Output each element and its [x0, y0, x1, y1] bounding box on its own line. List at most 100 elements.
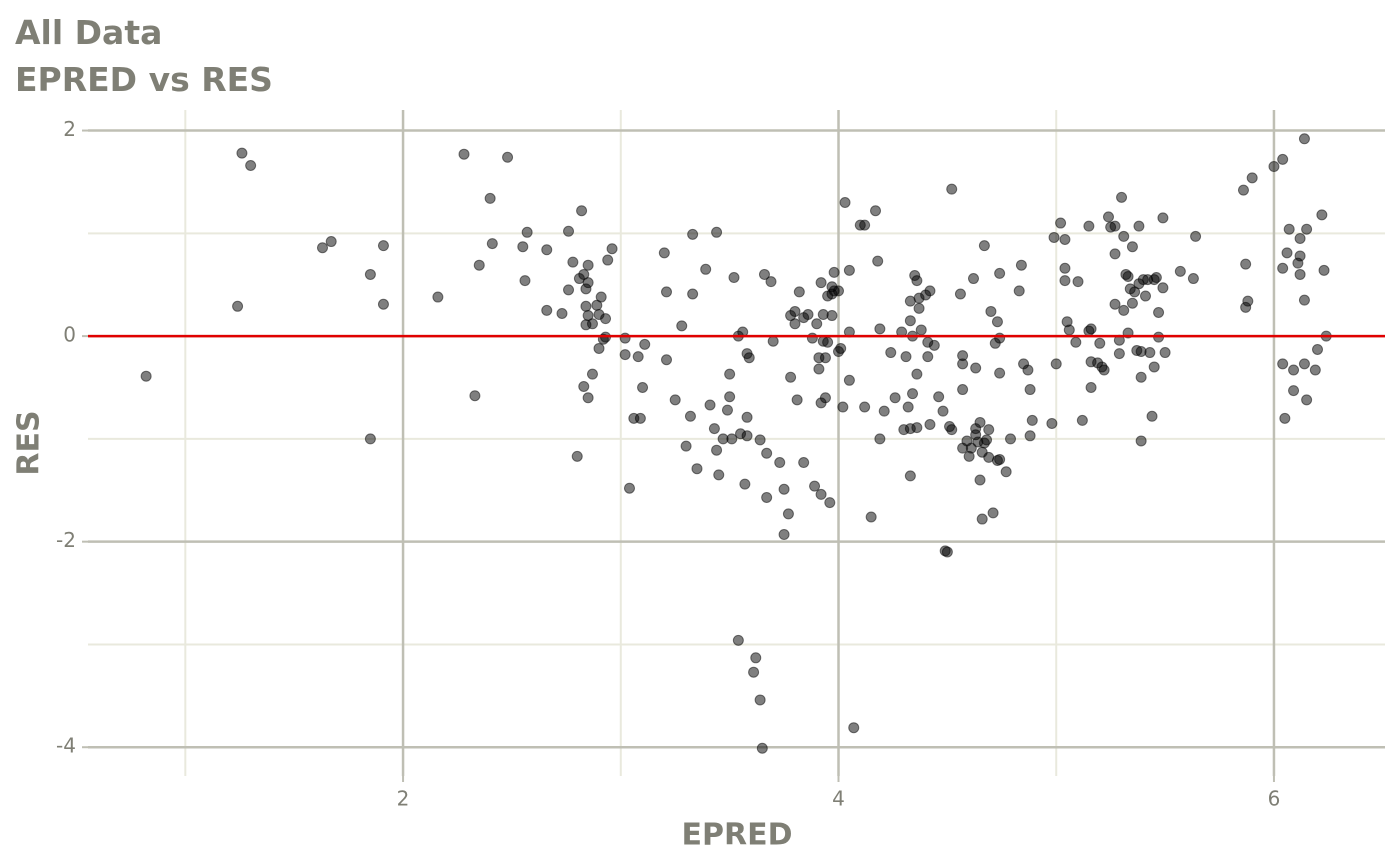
point: [580, 300, 592, 312]
point: [1135, 371, 1147, 383]
point: [1301, 223, 1313, 235]
point: [687, 288, 699, 300]
point: [582, 277, 594, 289]
point: [1157, 212, 1169, 224]
point: [1083, 220, 1095, 232]
point: [245, 160, 257, 171]
point: [586, 368, 598, 380]
point: [1133, 220, 1145, 232]
point: [700, 263, 712, 275]
x-axis-label: EPRED: [682, 818, 793, 853]
point: [802, 309, 814, 321]
x-tick-label: 2: [397, 787, 410, 811]
point: [874, 433, 886, 445]
point: [521, 226, 533, 238]
point: [911, 275, 923, 287]
y-tick-label: 2: [63, 117, 76, 141]
point: [976, 513, 988, 525]
point: [316, 242, 328, 254]
point: [922, 351, 934, 363]
point: [967, 273, 979, 285]
point: [754, 694, 766, 706]
point: [1277, 153, 1289, 165]
point: [1109, 220, 1121, 232]
point: [1024, 430, 1036, 442]
point: [826, 310, 838, 322]
point: [364, 268, 376, 280]
point: [1318, 264, 1330, 276]
point: [907, 388, 919, 400]
point: [1281, 247, 1293, 259]
point: [661, 354, 673, 366]
point: [1118, 304, 1130, 316]
point: [602, 254, 614, 266]
y-tick-label: 0: [63, 323, 76, 347]
point: [600, 313, 612, 325]
point: [236, 147, 248, 159]
point: [1144, 347, 1156, 359]
point: [785, 371, 797, 383]
point: [1109, 298, 1121, 310]
point: [739, 478, 751, 490]
point: [732, 634, 744, 646]
y-tick-label: -2: [56, 528, 76, 552]
point: [1135, 435, 1147, 447]
point: [837, 401, 849, 413]
point: [1301, 394, 1313, 406]
point: [1059, 234, 1071, 245]
point: [946, 424, 958, 436]
point: [519, 275, 531, 287]
point: [833, 285, 845, 297]
point: [661, 286, 673, 298]
point: [741, 430, 753, 442]
point: [713, 469, 725, 481]
point: [994, 367, 1006, 379]
point: [1294, 232, 1306, 244]
point: [865, 511, 877, 523]
point: [1268, 161, 1280, 173]
point: [541, 304, 553, 316]
point: [576, 205, 588, 217]
point: [1094, 337, 1106, 349]
point: [1022, 364, 1034, 376]
point: [843, 264, 855, 276]
point: [813, 363, 825, 375]
point: [325, 236, 337, 248]
point: [606, 243, 618, 255]
point: [765, 276, 777, 288]
point: [711, 226, 723, 238]
point: [978, 240, 990, 252]
point: [767, 335, 779, 347]
point: [782, 508, 794, 520]
point: [1046, 417, 1058, 429]
point: [1237, 184, 1249, 196]
point: [743, 352, 755, 364]
point: [1072, 276, 1084, 288]
point: [1153, 306, 1165, 318]
point: [902, 401, 914, 413]
point: [1140, 290, 1152, 302]
point: [1298, 133, 1310, 145]
chart-subtitle: EPRED vs RES: [15, 60, 273, 99]
point: [563, 284, 575, 296]
point: [994, 332, 1006, 344]
point: [364, 433, 376, 445]
point: [1005, 433, 1017, 445]
point: [571, 450, 583, 462]
point: [983, 424, 995, 436]
point: [1070, 336, 1082, 348]
point: [1159, 347, 1171, 359]
point: [1157, 282, 1169, 294]
point: [1187, 273, 1199, 285]
point: [741, 411, 753, 423]
point: [1026, 414, 1038, 426]
point: [758, 268, 770, 280]
point: [974, 474, 986, 486]
point: [789, 305, 801, 317]
point: [676, 320, 688, 332]
point: [1294, 268, 1306, 280]
point: [815, 488, 827, 500]
point: [811, 318, 823, 330]
point: [791, 394, 803, 406]
